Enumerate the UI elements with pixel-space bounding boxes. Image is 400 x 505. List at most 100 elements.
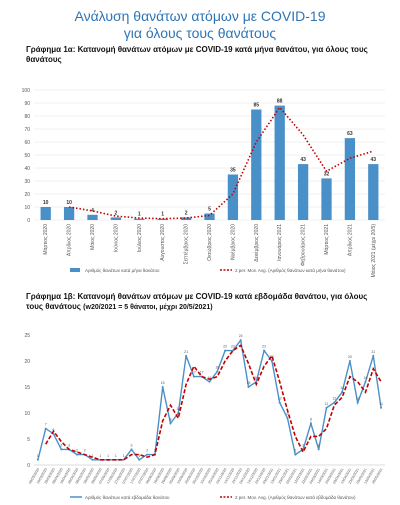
y-tick-label: 30 — [24, 179, 30, 185]
data-label: 14 — [340, 386, 344, 390]
point — [294, 453, 297, 456]
data-label: 2 — [76, 449, 78, 453]
data-label: 8 — [310, 417, 312, 421]
bar — [274, 105, 285, 220]
point — [348, 360, 351, 362]
y-tick-label: 0 — [27, 463, 30, 469]
y-tick-label: 10 — [24, 411, 30, 417]
x-tick-label: Νοέμβριος 2020 — [229, 224, 236, 260]
data-label: 3 — [131, 443, 133, 447]
point — [372, 354, 375, 357]
data-label: 16 — [208, 376, 212, 380]
bar — [87, 214, 98, 220]
point — [278, 401, 281, 404]
data-label: 9 — [287, 412, 289, 416]
bar — [297, 164, 309, 220]
data-label: 24 — [239, 334, 243, 338]
point — [247, 386, 250, 388]
legend-label: 2 per. Mov. Avg. (Αριθμός θανάτων κατά ε… — [235, 494, 356, 500]
data-label: 16 — [254, 376, 258, 380]
x-tick-label: Φεβρουάριος 2021 — [300, 224, 307, 266]
bar — [180, 217, 192, 220]
x-tick-label: Οκτώβριος 2020 — [206, 224, 213, 261]
data-label: 3 — [318, 443, 320, 447]
point — [263, 349, 266, 352]
bar — [134, 218, 145, 220]
x-tick-label: Δεκέμβριος 2020 — [253, 224, 260, 262]
y-tick-label: 100 — [22, 88, 31, 94]
bar — [110, 217, 122, 220]
point — [208, 380, 211, 383]
point — [216, 370, 219, 373]
data-label: 2 — [154, 449, 156, 453]
x-tick-label: Μάρτιος 2021 — [323, 224, 330, 255]
point — [380, 406, 383, 409]
data-label: 2 — [185, 210, 188, 216]
data-label: 22 — [231, 345, 235, 349]
x-tick-label: Μάιος 2021 (μέχρι 20/5) — [370, 224, 377, 278]
data-label: 12 — [332, 397, 336, 401]
point — [44, 427, 47, 430]
bar — [63, 207, 75, 220]
data-label: 1 — [99, 454, 101, 458]
point — [341, 391, 344, 394]
data-label: 11 — [379, 402, 383, 406]
x-tick-label: Ιούλιος 2020 — [136, 224, 143, 252]
data-label: 10 — [43, 200, 49, 206]
bar — [368, 164, 379, 220]
chart-title: Γράφημα 1β: Κατανομή θανάτων ατόμων με C… — [26, 292, 386, 313]
data-label: 10 — [66, 200, 72, 206]
x-tick-label: Απρίλιος 2021 — [347, 224, 353, 256]
page-title: Ανάλυση θανάτων ατόμων με COVID-19 — [74, 8, 326, 24]
data-label: 43 — [300, 157, 306, 163]
x-tick-label: Αύγουστος 2020 — [159, 224, 166, 261]
data-label: 3 — [302, 443, 304, 447]
point — [224, 349, 227, 352]
legend-label: Αριθμός θανάτων κατά μήνα θανάτου — [85, 267, 160, 273]
bar — [40, 207, 51, 220]
data-label: 22 — [223, 345, 227, 349]
data-label: 63 — [347, 131, 353, 137]
y-tick-label: 5 — [27, 437, 30, 443]
y-tick-label: 50 — [24, 153, 30, 159]
data-label: 18 — [215, 365, 219, 369]
data-label: 6 — [53, 428, 55, 432]
data-label: 32 — [324, 171, 330, 177]
y-tick-label: 15 — [24, 385, 30, 391]
chart: 051015202509/03/202019/03/202029/03/2020… — [24, 333, 385, 500]
data-label: 10 — [176, 407, 180, 411]
chart-subtitle: (w20/2021 = 5 θάνατοι, μέχρι 20/5/2021) — [83, 304, 213, 311]
point — [161, 386, 164, 388]
legend-swatch — [70, 268, 80, 272]
data-label: 8 — [170, 417, 172, 421]
data-label: 17 — [192, 371, 196, 375]
data-label: 3 — [60, 443, 62, 447]
data-label: 21 — [371, 350, 375, 354]
point — [60, 448, 63, 451]
data-label: 2 — [146, 449, 148, 453]
page-subtitle: για όλους τους θανάτους — [123, 25, 277, 41]
point — [325, 406, 328, 409]
data-label: 11 — [325, 402, 329, 406]
y-tick-label: 60 — [24, 140, 30, 146]
point — [146, 453, 149, 456]
data-label: 3 — [68, 443, 70, 447]
y-tick-label: 20 — [24, 192, 30, 198]
series-line — [45, 344, 382, 461]
data-label: 1 — [37, 454, 39, 458]
chart-title-text: Γράφημα 1β: Κατανομή θανάτων ατόμων με C… — [26, 292, 368, 311]
data-label: 1 — [138, 212, 141, 218]
legend-label: Αριθμός θανάτων κατά εβδομάδα θανάτου — [85, 494, 170, 500]
point — [364, 380, 367, 383]
data-label: 2 — [115, 210, 118, 216]
point — [309, 422, 312, 425]
point — [91, 458, 94, 461]
point — [231, 349, 234, 352]
data-label: 22 — [262, 345, 266, 349]
y-tick-label: 10 — [24, 205, 30, 211]
y-tick-label: 70 — [24, 127, 30, 133]
data-label: 12 — [356, 397, 360, 401]
point — [239, 339, 242, 342]
point — [138, 458, 141, 461]
